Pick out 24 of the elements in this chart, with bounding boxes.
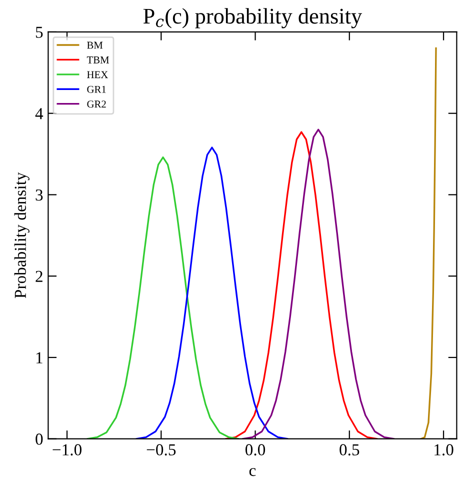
line-series [136, 146, 288, 439]
line-series [225, 131, 378, 439]
legend-label: GR2 [87, 100, 106, 108]
x-tick-label: 1.0 [434, 444, 454, 456]
x-tick-label: −1.0 [52, 444, 82, 456]
y-tick-label: 0 [36, 434, 43, 445]
y-tick-label: 2 [36, 270, 42, 282]
line-series [86, 156, 240, 439]
x-tick-label: 0.0 [245, 444, 266, 456]
legend-label: HEX [87, 71, 108, 78]
y-tick-label: 4 [35, 108, 44, 120]
line-series [242, 128, 394, 439]
x-axis-title: c [249, 468, 256, 476]
x-tick-label: 0.5 [340, 444, 360, 456]
y-tick-label: 3 [36, 189, 43, 201]
legend-label: GR1 [87, 86, 106, 93]
line-series [420, 47, 437, 439]
y-tick-label: 1 [36, 352, 42, 364]
chart-title: P$_{c}$(c) probability density [143, 8, 362, 28]
legend-label: TBM [86, 56, 110, 64]
x-tick-label: −0.5 [146, 444, 176, 456]
y-axis-title: Probability density [14, 172, 30, 298]
legend-label: BM [87, 42, 103, 49]
y-tick-label: 5 [36, 26, 43, 38]
